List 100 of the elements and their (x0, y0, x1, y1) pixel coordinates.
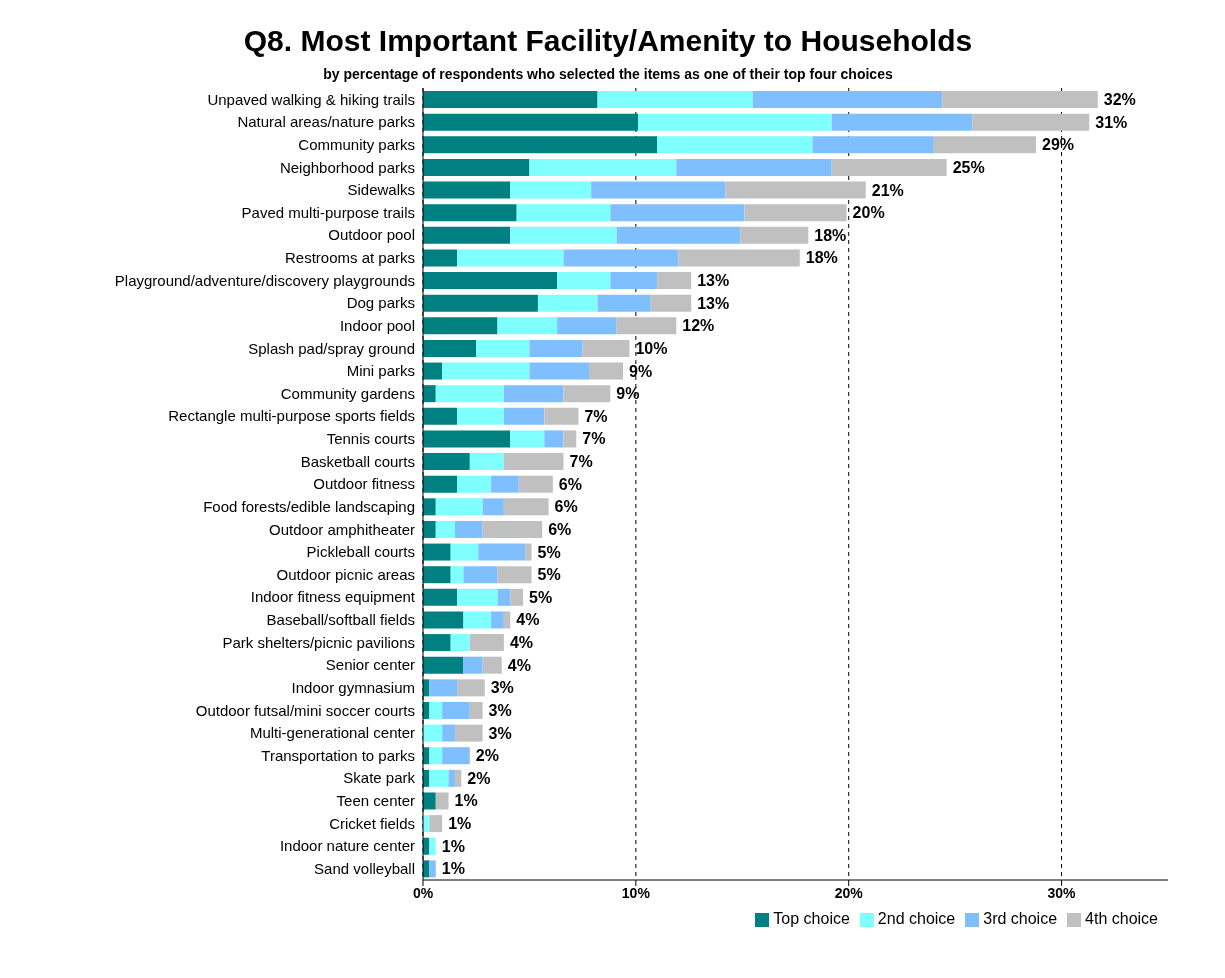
y-tick-label: Outdoor amphitheater (269, 520, 415, 538)
total-label: 4% (509, 634, 534, 652)
bar (933, 136, 1037, 154)
bar (423, 339, 477, 357)
y-tick-label: Mini parks (346, 362, 415, 380)
total-label: 1% (441, 860, 465, 878)
bar (650, 294, 692, 312)
bar (831, 113, 973, 131)
total-label: 29% (1042, 136, 1075, 154)
y-tick-label: Playground/adventure/discovery playgrounds (114, 271, 415, 289)
y-tick-label: Baseball/softball fields (266, 611, 415, 629)
bar (423, 317, 498, 335)
bar (497, 566, 532, 584)
total-label: 3% (488, 701, 512, 719)
total-label: 3% (490, 679, 514, 697)
bar (423, 272, 558, 290)
y-tick-label: Natural areas/nature parks (237, 113, 415, 131)
bar (423, 226, 511, 244)
bar (463, 611, 492, 629)
bar (435, 520, 455, 538)
legend-label: 3rd choice (983, 910, 1058, 927)
total-label: 7% (584, 407, 608, 425)
bar (423, 566, 451, 584)
bar (497, 588, 511, 606)
total-label: 4% (516, 611, 540, 629)
bar (610, 272, 658, 290)
y-tick-label: Teen center (336, 792, 415, 810)
bar (429, 837, 436, 855)
bar (463, 566, 498, 584)
bar (429, 769, 449, 787)
total-label: 6% (548, 520, 572, 538)
bar (469, 701, 483, 719)
bar (423, 158, 530, 176)
bar (442, 701, 470, 719)
bar (476, 339, 530, 357)
bar (510, 181, 592, 199)
chart-title: Q8. Most Important Facility/Amenity to Households (242, 24, 974, 58)
bar (454, 520, 483, 538)
bar (423, 407, 458, 425)
bar (529, 339, 583, 357)
bar (563, 385, 611, 403)
total-label: 2% (467, 769, 491, 787)
bar (457, 249, 564, 267)
y-tick-label: Food forests/edible landscaping (203, 497, 415, 515)
y-tick-label: Splash pad/spray ground (248, 339, 415, 357)
total-label: 13% (697, 272, 730, 290)
bar (423, 611, 464, 629)
bar (423, 543, 451, 561)
y-tick-label: Indoor gymnasium (291, 678, 415, 696)
total-label: 12% (682, 317, 715, 335)
bar (637, 113, 832, 131)
bar (423, 430, 511, 448)
bar (563, 430, 577, 448)
bar (423, 656, 464, 674)
y-tick-label: Outdoor fitness (313, 475, 415, 493)
y-tick-label: Indoor pool (339, 316, 415, 334)
total-label: 1% (441, 837, 465, 855)
bar (657, 272, 692, 290)
bar (510, 430, 545, 448)
y-tick-label: Sidewalks (347, 181, 415, 199)
bar (429, 747, 443, 765)
bar (423, 498, 436, 516)
total-label: 2% (475, 747, 499, 765)
bar (544, 430, 564, 448)
total-label: 6% (558, 475, 582, 493)
bar (423, 634, 451, 652)
y-tick-label: Indoor nature center (279, 837, 415, 855)
bar (537, 294, 598, 312)
y-tick-label: Restrooms at parks (284, 249, 415, 267)
bar (423, 204, 517, 222)
bar (503, 498, 549, 516)
total-label: 7% (569, 453, 593, 471)
bar (429, 815, 443, 833)
bar (429, 701, 443, 719)
bar (597, 294, 651, 312)
total-label: 13% (697, 294, 730, 312)
total-label: 6% (554, 498, 578, 516)
bar (563, 249, 679, 267)
bar (450, 566, 464, 584)
bar (478, 543, 526, 561)
bar (942, 91, 1098, 108)
y-tick-label: Outdoor pool (328, 226, 415, 244)
bar (423, 249, 458, 267)
x-tick-label: 30% (1047, 884, 1077, 901)
y-tick-label: Neighborhood parks (279, 158, 415, 176)
bar (469, 634, 504, 652)
bar (423, 520, 436, 538)
bar (423, 385, 436, 403)
bar (429, 679, 458, 697)
bar (529, 362, 590, 380)
bar (454, 724, 483, 742)
bar (510, 588, 524, 606)
bar (657, 136, 813, 154)
bar (491, 475, 519, 493)
bar (423, 294, 538, 312)
bar (423, 362, 443, 380)
bar (423, 724, 443, 742)
bar (744, 204, 847, 222)
y-tick-label: Skate park (343, 769, 416, 787)
bar (457, 475, 492, 493)
